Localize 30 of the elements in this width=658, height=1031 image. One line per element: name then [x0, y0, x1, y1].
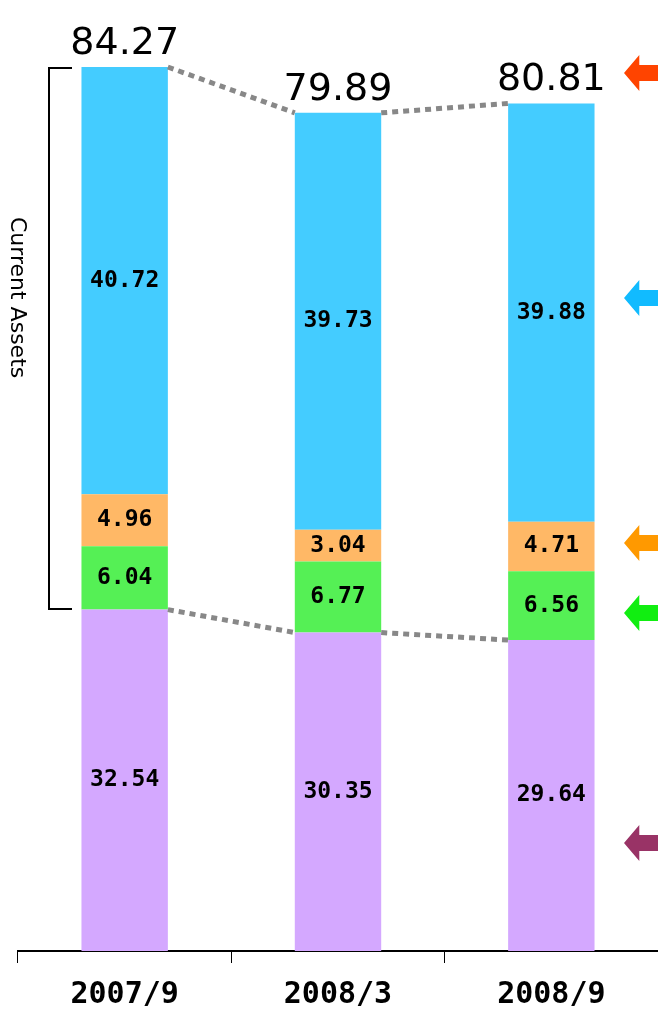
bar: [508, 571, 595, 641]
data-label: 6.56: [523, 590, 580, 617]
x-tick-label: 2008/3: [283, 974, 393, 1010]
annotation: Current Assets: [6, 217, 31, 379]
x-tick-label: 2008/9: [497, 974, 606, 1010]
data-label: 40.72: [90, 265, 160, 292]
total-label: 84.27: [70, 18, 180, 63]
data-label: 4.71: [523, 531, 580, 558]
data-label: 4.96: [96, 505, 153, 532]
bar: [294, 561, 382, 633]
data-label: 6.77: [310, 582, 366, 609]
bar: [508, 103, 595, 522]
bar: [81, 494, 168, 547]
data-label: 30.35: [303, 776, 373, 803]
total-label: 79.89: [283, 64, 393, 109]
bar: [508, 640, 595, 951]
bar: [81, 546, 168, 610]
data-label: 3.04: [310, 530, 366, 557]
x-tick-label: 2007/9: [70, 974, 179, 1010]
bar: [294, 632, 382, 951]
bar: [81, 67, 168, 495]
bar: [294, 112, 382, 530]
data-label: 6.04: [96, 562, 153, 589]
bar: [81, 609, 168, 951]
bar: [508, 521, 595, 572]
data-label: 29.64: [516, 780, 586, 807]
total-label: 80.81: [496, 55, 606, 100]
data-label: 39.88: [516, 297, 586, 324]
data-label: 39.73: [303, 306, 373, 333]
data-label: 32.54: [90, 765, 160, 792]
